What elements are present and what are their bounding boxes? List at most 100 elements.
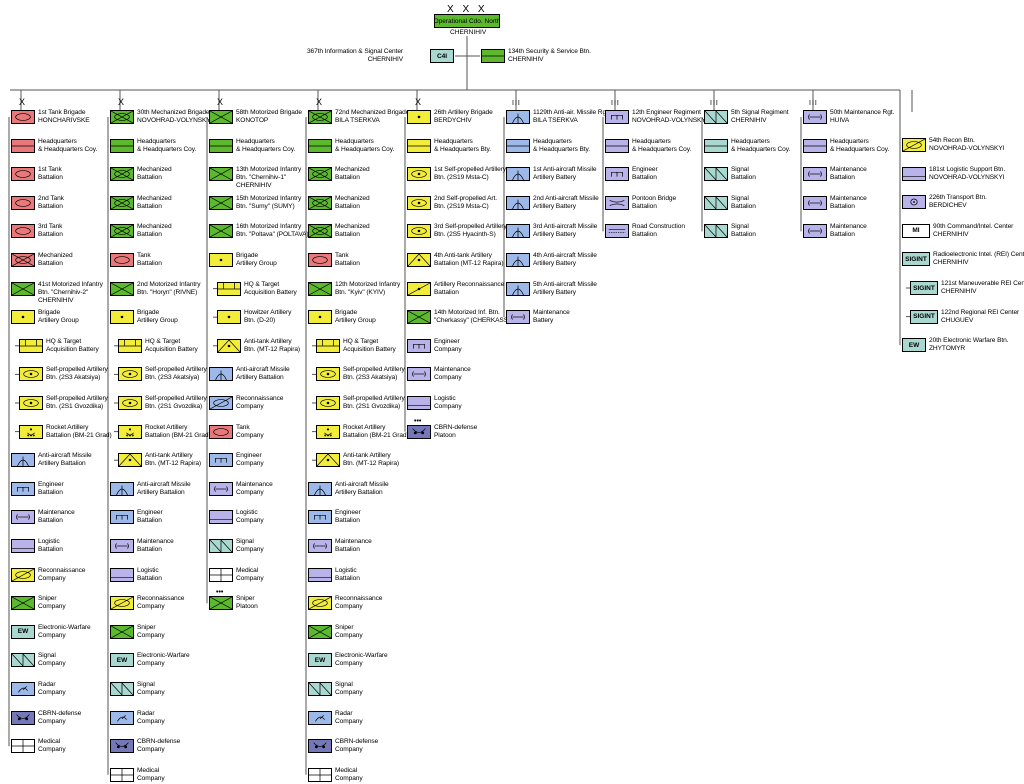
at-icon [407, 253, 431, 267]
unit-label-line: CHERNIHIV [367, 56, 403, 63]
unit-label: Headquarters & Headquarters Coy. [38, 138, 97, 154]
unit-label-line: Btn. "Sumy" (SUMY) [236, 202, 295, 210]
unit-label-line: Battalion [335, 174, 360, 182]
unit-label: Mechanized Battalion [137, 195, 172, 211]
unit-label: Brigade Artillery Group [137, 309, 178, 325]
unit-label-line: Btn. (2S3 Akatsiya) [343, 374, 398, 382]
unit-label-line: Headquarters [731, 137, 770, 145]
aa-icon [110, 481, 134, 496]
dot-icon [217, 310, 241, 325]
unit-label-line: Mechanized [335, 166, 370, 174]
unit-label-line: Company [137, 717, 165, 725]
unit-label-line: Battalion [731, 174, 756, 182]
unit-label-line: Tank [335, 252, 349, 259]
c4i-icon: C4I [430, 49, 454, 63]
unit-label-line: Radioelectronic Intel. (REI) Center [933, 251, 1024, 259]
unit-label-line: & Headquarters Coy. [236, 145, 296, 153]
unit-label: 41st Motorized Infantry Btn. "Chernihiv-2… [38, 281, 103, 305]
maint-icon [11, 510, 35, 525]
unit-label: 1st Anti-aircraft Missile Artillery Batte… [533, 166, 597, 182]
unit-label: Headquarters & Headquarters Coy. [830, 138, 889, 154]
unit-label-line: BILA TSERKVA [533, 117, 578, 124]
unit-label: Mechanized Battalion [335, 195, 370, 211]
unit-label: HQ & Target Acquisition Battery [46, 338, 99, 354]
unit-label: 1st Self-propelled Artillery Btn. (2S19 M… [434, 166, 506, 182]
unit-label-line: 367th Information & Signal Center [306, 48, 403, 55]
regiment-mark: III [512, 100, 521, 107]
unit-label-line: Engineer [434, 337, 460, 345]
unit-label-line: Maintenance [830, 223, 867, 231]
unit-label-line: 1st Tank [38, 166, 62, 174]
unit-label-line: Company [236, 574, 264, 582]
unit-label: Mechanized Battalion [137, 223, 172, 239]
rocket-icon [118, 424, 142, 439]
radar-icon [308, 710, 332, 725]
unit-label-line: Company [38, 746, 66, 754]
unit-label-line: Battalion [830, 202, 855, 210]
unit-label: Maintenance Company [434, 366, 471, 382]
unit-label: Medical Company [137, 767, 165, 783]
medical-icon [209, 567, 233, 582]
unit-label: Electronic-Warfare Company [335, 652, 388, 668]
unit-label-line: Radar [335, 709, 353, 717]
unit-label-line: Battalion [731, 231, 756, 239]
unit-label-line: Btn. "Chernihiv-1" [236, 174, 287, 182]
unit-label-line: Headquarters [335, 137, 374, 145]
unit-label: Artillery Reconnaissance Battalion [434, 281, 504, 297]
unit-label-line: Battalion [335, 574, 360, 582]
hq-icon [110, 138, 134, 153]
unit-label-line: Btn. (2S1 Gvozdika) [145, 403, 203, 410]
unit-label: 2nd Anti-aircraft Missile Artillery Batte… [533, 195, 599, 211]
unit-label: Engineer Company [434, 338, 462, 354]
unit-label-line: Reconnaissance [137, 595, 185, 603]
unit-label: Brigade Artillery Group [335, 309, 376, 325]
radar-icon [110, 710, 134, 725]
dot-icon [11, 310, 35, 325]
unit-label-line: Medical [236, 566, 259, 574]
unit-label: Mechanized Battalion [335, 223, 370, 239]
unit-label-line: Battalion [731, 202, 756, 210]
unit-label-line: CBRN-defense [137, 738, 181, 746]
unit-label-line: Battalion [632, 202, 657, 210]
unit-label-line: Btn. (2S1 Gvozdika) [46, 403, 104, 410]
unit-label: 54th Recon Btn. NOVOHRAD-VOLYNSKYI [929, 137, 1004, 153]
unit-label: Radar Company [335, 710, 363, 726]
unit-label-line: 26th Artillery Brigade [434, 109, 493, 116]
unit-label: Self-propelled Artillery Btn. (2S1 Gvozdi… [145, 395, 207, 411]
unit-label-line: Road Construction [632, 223, 685, 231]
unit-label-line: 58th Motorized Brigade [236, 109, 302, 116]
unit-label-line: Battalion [335, 202, 360, 210]
unit-label-line: 3rd Self-propelled Artillery [434, 223, 507, 231]
unit-label: Sniper Company [137, 624, 165, 640]
recon-icon [902, 138, 926, 152]
dot-icon [407, 110, 431, 124]
unit-label: Signal Battalion [731, 166, 756, 182]
at-icon [217, 338, 241, 353]
maint-icon [407, 367, 431, 382]
unit-label: Anti-tank Artillery Btn. (MT-12 Rapira) [244, 338, 300, 354]
logistic-icon [407, 396, 431, 410]
unit-label-line: Engineer [335, 509, 361, 517]
infantry-icon [209, 224, 233, 239]
unit-label: Logistic Battalion [38, 538, 63, 554]
signal-icon [308, 682, 332, 696]
unit-label-line: HONCHARIVSKE [38, 117, 90, 124]
unit-label: 90th Command/Intel. Center CHERNIHIV [933, 223, 1013, 239]
unit-label-line: Company [236, 517, 264, 525]
unit-label-line: Artillery Group [335, 317, 376, 325]
unit-label-line: Headquarters [632, 137, 671, 145]
unit-label: Self-propelled Artillery Btn. (2S3 Akatsi… [46, 366, 108, 382]
unit-label: Headquarters & Headquarters Bty. [533, 138, 590, 154]
sparty-icon [118, 396, 142, 410]
unit-label-line: Signal [38, 652, 56, 660]
unit-label: 367th Information & Signal Center CHERNIH… [307, 48, 403, 64]
unit-label: Signal Company [38, 652, 66, 668]
unit-label-line: Company [137, 746, 165, 754]
unit-label-line: Reconnaissance [236, 395, 284, 402]
sparty-icon [407, 224, 431, 239]
dot-icon [209, 253, 233, 267]
unit-label-line: Platoon [236, 603, 258, 611]
unit-label: 122nd Regional REI Center CHUGUEV [941, 309, 1019, 325]
unit-label-line: Company [434, 345, 462, 353]
unit-label-line: BILA TSERKVA [335, 117, 380, 124]
